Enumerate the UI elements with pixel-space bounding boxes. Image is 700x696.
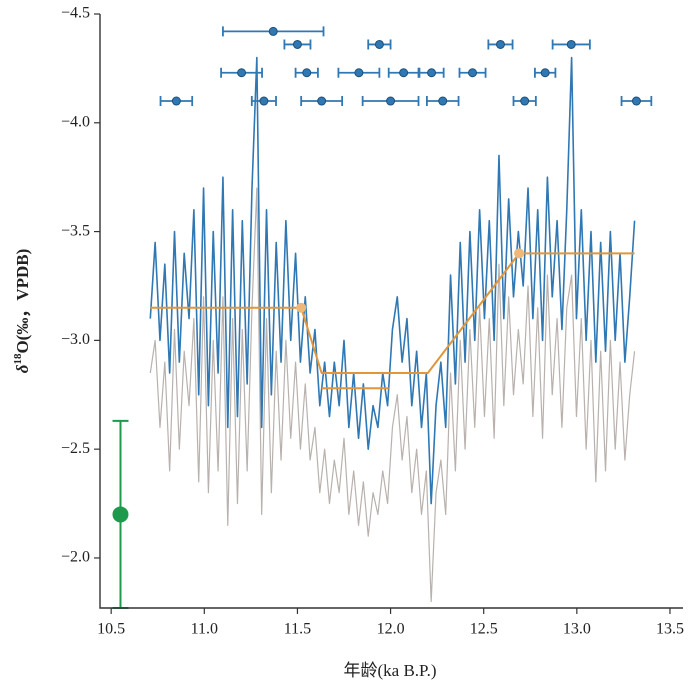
series-line [149,56,636,505]
date-point [468,68,478,78]
series-line [150,252,635,375]
axes-frame [99,14,683,609]
date-point [631,96,641,106]
y-tick-label: −3.0 [61,331,90,348]
y-label-sup: 18 [12,353,24,365]
error-point [112,506,129,523]
y-tick-label: −3.5 [61,222,90,239]
date-point [427,68,437,78]
break-point [296,302,307,313]
date-point [292,39,302,49]
date-point [495,39,505,49]
date-point [399,68,409,78]
x-tick-label: 12.5 [470,621,498,638]
y-tick-label: −2.0 [61,549,90,566]
break-point [514,248,525,259]
date-point [302,68,312,78]
x-tick-label: 10.5 [97,621,125,638]
date-point [540,68,550,78]
y-label-symbol: δ [13,364,32,373]
x-tick-label: 13.5 [656,621,684,638]
date-point [374,39,384,49]
date-point [354,68,364,78]
date-point [566,39,576,49]
x-tick-label: 12.0 [377,621,405,638]
date-point [520,96,530,106]
x-tick-label: 11.0 [191,621,218,638]
date-point [259,96,269,106]
x-axis-label: 年龄(ka B.P.) [343,661,436,680]
date-point [438,96,448,106]
y-tick-label: −4.0 [61,113,90,130]
x-tick-label: 11.5 [284,621,311,638]
x-tick-label: 13.0 [563,621,591,638]
date-point [171,96,181,106]
y-tick-label: −2.5 [61,440,90,457]
date-point [317,96,327,106]
y-label-rest: O(‰，VPDB) [13,249,32,354]
y-axis-label: δ18O(‰，VPDB) [12,249,32,374]
date-point [268,26,278,36]
date-point [237,68,247,78]
y-tick-label: −4.5 [61,5,90,22]
date-point [386,96,396,106]
series-line [149,187,636,603]
